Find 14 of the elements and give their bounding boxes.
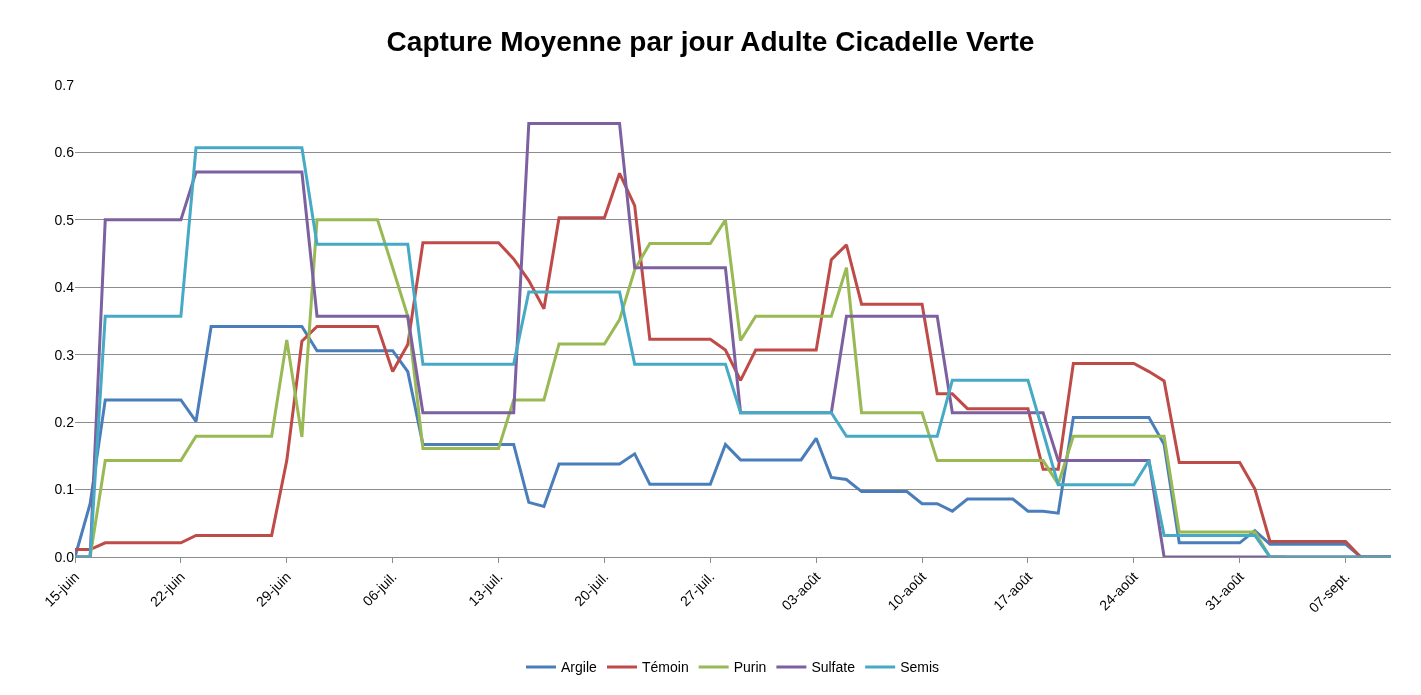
y-tick-label: 0.1 xyxy=(54,481,75,498)
y-tick-label: 0.6 xyxy=(54,144,75,161)
legend-label: Argile xyxy=(561,659,598,676)
y-tick-label: 0.0 xyxy=(54,548,75,565)
y-tick-label: 0.3 xyxy=(54,346,75,363)
legend-label: Semis xyxy=(900,659,940,676)
chart-title: Capture Moyenne par jour Adulte Cicadelle Verte xyxy=(386,25,1035,57)
legend-label: Purin xyxy=(733,659,767,676)
y-tick-label: 0.4 xyxy=(54,279,75,296)
y-tick-label: 0.5 xyxy=(54,211,75,228)
legend-label: Sulfate xyxy=(811,659,856,676)
y-tick-label: 0.7 xyxy=(54,76,75,93)
legend-label: Témoin xyxy=(642,659,689,676)
y-tick-label: 0.2 xyxy=(54,414,75,431)
